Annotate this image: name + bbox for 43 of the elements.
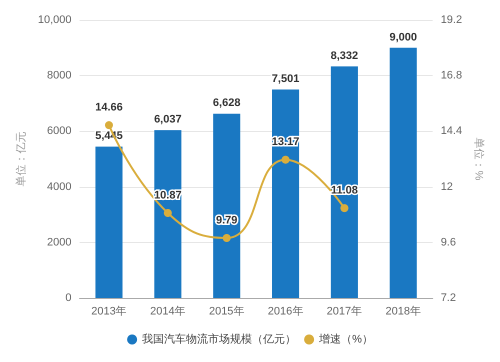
data-label: 10.87 (154, 189, 182, 202)
y2-tick-label: 14.4 (440, 125, 462, 138)
y2-tick-label: 12 (440, 180, 453, 193)
data-label: 13.17 (272, 136, 300, 148)
y-tick-label: 4000 (47, 180, 72, 193)
x-tick-label: 2013年 (91, 306, 127, 318)
x-tick-label: 2014年 (150, 306, 186, 318)
data-label: 11.08 (330, 184, 358, 197)
y2-tick-label: 16.8 (440, 70, 462, 82)
y-axis-title: 单位：亿元 (14, 132, 28, 186)
point (340, 204, 348, 212)
x-tick-label: 2016年 (268, 306, 304, 318)
data-label: 6,628 (212, 97, 240, 110)
point (104, 121, 113, 130)
bar (330, 66, 358, 298)
bar (154, 130, 182, 298)
y-tick-label: 0 (65, 292, 72, 304)
point (222, 234, 231, 242)
legend-label: 增速（%） (318, 332, 373, 346)
bar (95, 146, 123, 298)
x-tick-label: 2017年 (326, 306, 362, 318)
data-label: 9,000 (389, 31, 418, 44)
data-label: 6,037 (154, 114, 182, 126)
y2-axis-title: 单位：% (472, 138, 486, 181)
x-tick-label: 2015年 (208, 306, 244, 318)
point (282, 156, 290, 164)
data-label: 14.66 (95, 102, 123, 114)
y-tick-label: 10,000 (38, 14, 72, 26)
bar (213, 114, 240, 298)
data-label: 8,332 (330, 50, 358, 62)
y2-tick-label: 7.2 (440, 292, 456, 304)
y2-tick-label: 9.6 (440, 236, 456, 248)
y-tick-label: 6000 (47, 125, 72, 138)
data-label: 9.79 (216, 214, 238, 226)
y2-tick-label: 19.2 (440, 14, 462, 26)
legend-label: 我国汽车物流市场规模（亿元） (142, 332, 296, 346)
point (164, 208, 172, 217)
y-tick-label: 8000 (47, 70, 72, 82)
bar (390, 48, 417, 298)
bar (272, 89, 300, 298)
x-tick-label: 2018年 (386, 306, 422, 318)
y-tick-label: 2000 (47, 236, 72, 248)
data-label: 7,501 (272, 72, 300, 85)
